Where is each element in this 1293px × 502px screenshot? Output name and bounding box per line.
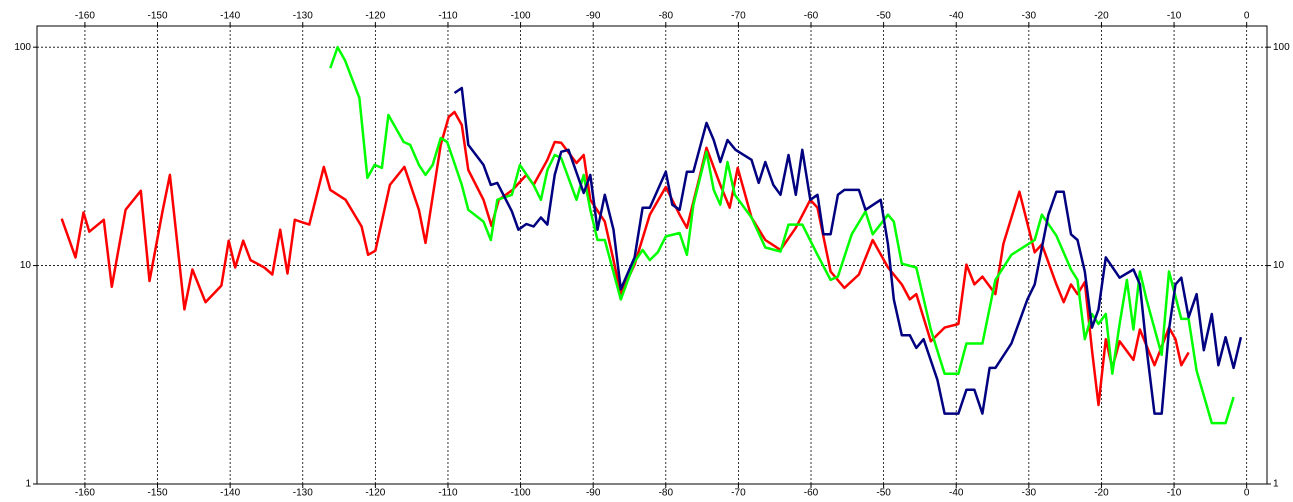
x-tick-label: -110 (438, 11, 458, 22)
x-tick-label: -70 (731, 11, 746, 22)
x-tick-label: -150 (148, 488, 168, 499)
x-tick-label: 0 (1244, 11, 1250, 22)
x-tick-label: -20 (1094, 11, 1109, 22)
series-line (453, 86, 1243, 415)
x-tick-label: -30 (1022, 11, 1037, 22)
x-tick-label: -130 (293, 488, 313, 499)
x-tick-label: -60 (804, 488, 819, 499)
x-tick-label: -140 (220, 11, 240, 22)
x-tick-label: -140 (220, 488, 240, 499)
y-tick-label: 100 (14, 42, 31, 53)
series-line (329, 45, 1235, 425)
x-tick-label: -120 (365, 488, 385, 499)
x-tick-label: -160 (75, 488, 95, 499)
x-tick-label: -50 (876, 11, 891, 22)
y-tick-label: 10 (20, 260, 32, 271)
x-tick-label: -10 (1167, 11, 1182, 22)
x-tick-label: -120 (365, 11, 385, 22)
x-tick-label: 0 (1244, 488, 1250, 499)
y-tick-label: 10 (1273, 260, 1285, 271)
x-tick-label: -90 (586, 11, 601, 22)
x-tick-label: -150 (148, 11, 168, 22)
x-tick-label: -160 (75, 11, 95, 22)
x-tick-label: -100 (511, 11, 531, 22)
x-tick-label: -130 (293, 11, 313, 22)
x-tick-label: -60 (804, 11, 819, 22)
plot-frame (36, 25, 1268, 485)
x-tick-label: -40 (949, 488, 964, 499)
y-tick-label: 1 (1273, 479, 1279, 490)
y-tick-label: 100 (1273, 42, 1290, 53)
x-tick-label: -40 (949, 11, 964, 22)
x-tick-label: -50 (876, 488, 891, 499)
y-tick-label: 1 (25, 479, 31, 490)
x-tick-label: -90 (586, 488, 601, 499)
x-tick-label: -10 (1167, 488, 1182, 499)
x-tick-label: -80 (659, 11, 674, 22)
x-tick-label: -110 (438, 488, 458, 499)
x-tick-label: -70 (731, 488, 746, 499)
x-tick-label: -100 (511, 488, 531, 499)
x-tick-label: -20 (1094, 488, 1109, 499)
series-line (60, 110, 1190, 407)
x-tick-label: -80 (659, 488, 674, 499)
x-tick-label: -30 (1022, 488, 1037, 499)
